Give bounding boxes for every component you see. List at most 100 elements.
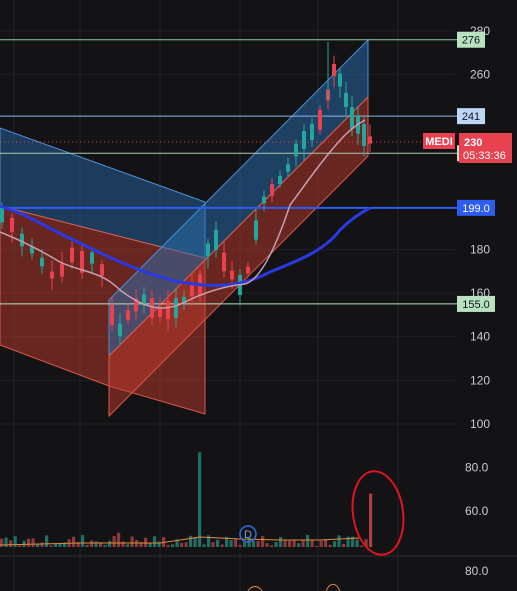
volume-bar — [153, 536, 157, 547]
volume-bar — [40, 542, 44, 547]
volume-bar — [175, 539, 179, 547]
candle-body — [60, 263, 64, 277]
volume-bar — [22, 540, 26, 547]
volume-bar — [301, 539, 305, 547]
level-badge-199.0 — [457, 199, 495, 216]
candle-body — [174, 298, 178, 318]
candle-body — [90, 252, 94, 264]
volume-bar — [351, 536, 355, 547]
volume-bar — [99, 542, 103, 547]
candle-body — [286, 164, 290, 172]
volume-bar — [279, 536, 283, 547]
volume-tick-0: 80.0 — [465, 461, 489, 475]
volume-bar — [202, 544, 206, 547]
candle-body — [142, 294, 146, 306]
level-label-4: 155.0 — [462, 299, 490, 311]
volume-bar — [58, 543, 62, 547]
volume-bar — [9, 540, 13, 547]
candle-body — [158, 307, 162, 317]
volume-bar — [108, 540, 112, 547]
volume-bar — [229, 540, 233, 547]
volume-bar — [333, 541, 337, 547]
volume-bar — [27, 538, 31, 547]
volume-bar — [85, 544, 89, 547]
volume-bar — [63, 542, 67, 547]
volume-bars — [0, 452, 373, 547]
price-tick-4: 140 — [470, 330, 490, 344]
candle-body — [362, 124, 366, 146]
countdown-timer: 05:33:36 — [463, 150, 506, 162]
volume-bar — [306, 534, 310, 547]
dividend-marker[interactable]: D — [239, 525, 257, 543]
lower-pane-trace-2 — [325, 583, 341, 591]
candle-body — [368, 136, 372, 144]
last-price-badge: MEDI 230 05:33:36 — [423, 133, 512, 163]
volume-bar — [337, 535, 341, 547]
volume-bar — [36, 543, 40, 547]
price-tick-1: 260 — [470, 68, 490, 82]
volume-bar — [13, 536, 17, 547]
volume-ma-line — [0, 536, 361, 546]
candle-body — [134, 298, 138, 312]
volume-bar — [103, 545, 107, 547]
candle-body — [344, 93, 348, 107]
last-price-value: 230 — [464, 137, 482, 149]
volume-bar — [252, 540, 256, 547]
volume-bar — [198, 452, 202, 547]
candle-body — [206, 243, 210, 257]
volume-bar — [144, 537, 148, 547]
candle-body — [338, 73, 342, 87]
level-badge-155.0 — [457, 295, 495, 312]
volume-bar — [211, 542, 215, 547]
volume-bar — [117, 532, 121, 547]
volume-bar — [45, 535, 49, 547]
candle-body — [182, 296, 186, 304]
volume-bar — [256, 541, 260, 547]
volume-bar — [126, 544, 130, 547]
volume-bar — [355, 539, 359, 547]
volume-bar — [288, 540, 292, 547]
candle-body — [0, 207, 4, 223]
candle-body — [310, 123, 314, 141]
candle-body — [254, 220, 258, 240]
volume-bar — [274, 542, 278, 547]
candle-body — [110, 304, 114, 326]
candle-body — [20, 233, 24, 247]
candle-body — [302, 131, 306, 149]
volume-bar — [270, 545, 274, 547]
level-lines — [0, 39, 460, 305]
candle-body — [190, 283, 194, 297]
volume-bar — [292, 540, 296, 547]
volume-bar — [166, 544, 170, 547]
volume-bar — [342, 543, 346, 547]
volume-bar — [121, 541, 125, 547]
volume-bar — [4, 537, 8, 547]
volume-bar — [315, 545, 319, 547]
volume-tick-1: 60.0 — [465, 504, 489, 518]
price-tick-2: 180 — [470, 242, 490, 256]
volume-bar — [180, 542, 184, 547]
level-badge-241 — [457, 108, 485, 125]
volume-bar — [76, 542, 80, 547]
price-tick-5: 120 — [470, 373, 490, 387]
volume-bar — [94, 541, 98, 547]
candle-body — [150, 298, 154, 318]
volume-bar — [261, 536, 265, 547]
volume-bar — [283, 539, 287, 547]
volume-bar — [18, 545, 22, 547]
level-badge-276 — [457, 31, 485, 48]
candle-body — [332, 63, 336, 77]
candle-body — [70, 247, 74, 263]
candle-body — [278, 175, 282, 185]
level-label-3: 199.0 — [462, 203, 490, 215]
volume-bar — [72, 536, 76, 547]
volume-bar — [310, 540, 314, 547]
candle-body — [214, 230, 218, 250]
candle-body — [40, 257, 44, 267]
price-tick-6: 100 — [470, 417, 490, 431]
candle-body — [118, 323, 122, 337]
candle-body — [100, 264, 104, 276]
volume-bar — [54, 543, 58, 547]
volume-bar — [216, 539, 220, 547]
